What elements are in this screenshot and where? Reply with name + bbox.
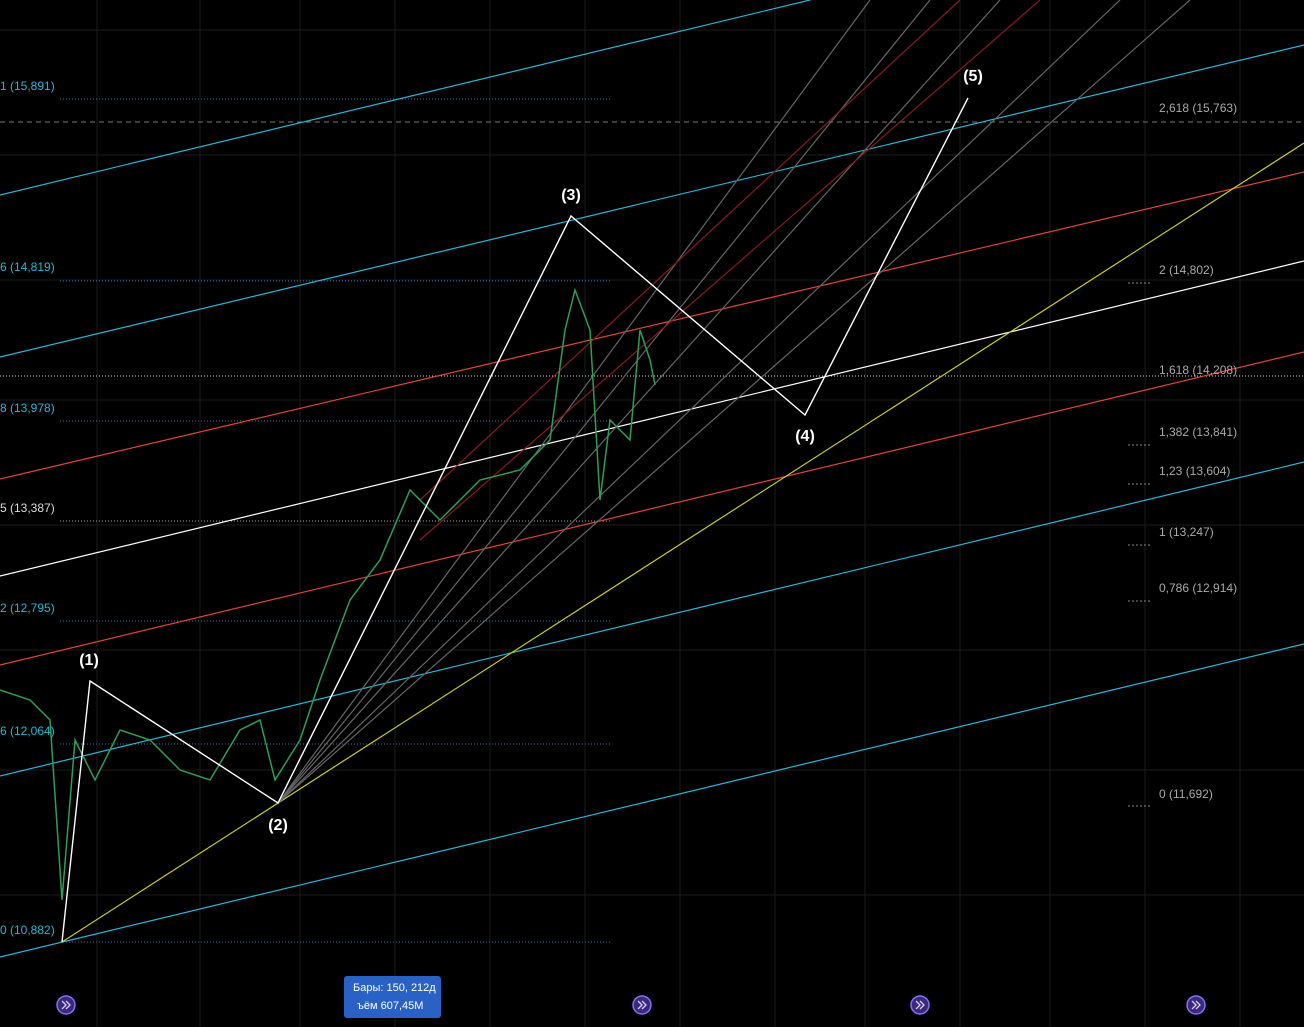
wave-labels: (1) (2) (3) (4) (5) [79, 68, 983, 834]
channels [0, 0, 1304, 958]
event-icon-glyph [915, 1000, 925, 1010]
level-label: 0 (11,692) [1159, 787, 1213, 801]
right-level-labels: 2,618 (15,763) 2 (14,802) 1,618 (14,208)… [1159, 101, 1237, 801]
elliott-wave [61, 97, 969, 943]
level-label: 1,618 (14,208) [1159, 363, 1237, 377]
tooltip: Бары: 150, 212д ъём 607,45M [344, 976, 441, 1018]
price-sketch [0, 287, 656, 901]
wave-label: (1) [79, 652, 99, 669]
level-label: 6 (12,064) [0, 724, 55, 738]
wave-label: (4) [795, 428, 815, 445]
level-label: 1 (13,247) [1159, 525, 1214, 539]
level-label: 6 (14,819) [0, 260, 55, 274]
tooltip-bars: Бары: 150, 212д [353, 982, 436, 994]
level-label: 1 (15,891) [0, 79, 55, 93]
level-lines [0, 98, 1304, 943]
tooltip-volume: ъём 607,45M [357, 1000, 423, 1012]
wave-label: (2) [268, 817, 288, 834]
level-label: 0,786 (12,914) [1159, 581, 1237, 595]
level-label: 0 (10,882) [0, 923, 55, 937]
wave-label: (3) [561, 187, 581, 204]
event-icon-glyph [1191, 1000, 1201, 1010]
level-label: 1,23 (13,604) [1159, 464, 1230, 478]
left-level-labels: 1 (15,891) 6 (14,819) 8 (13,978) 5 (13,3… [0, 79, 55, 937]
event-icon-glyph [61, 1000, 71, 1010]
level-label: 8 (13,978) [0, 401, 55, 415]
level-label: 1,382 (13,841) [1159, 425, 1237, 439]
wave-label: (5) [963, 68, 983, 85]
event-icons [56, 995, 1206, 1015]
level-label: 2,618 (15,763) [1159, 101, 1237, 115]
level-label: 5 (13,387) [0, 501, 55, 515]
level-label: 2 (14,802) [1159, 263, 1214, 277]
event-icon-glyph [637, 1000, 647, 1010]
level-label: 2 (12,795) [0, 601, 55, 615]
